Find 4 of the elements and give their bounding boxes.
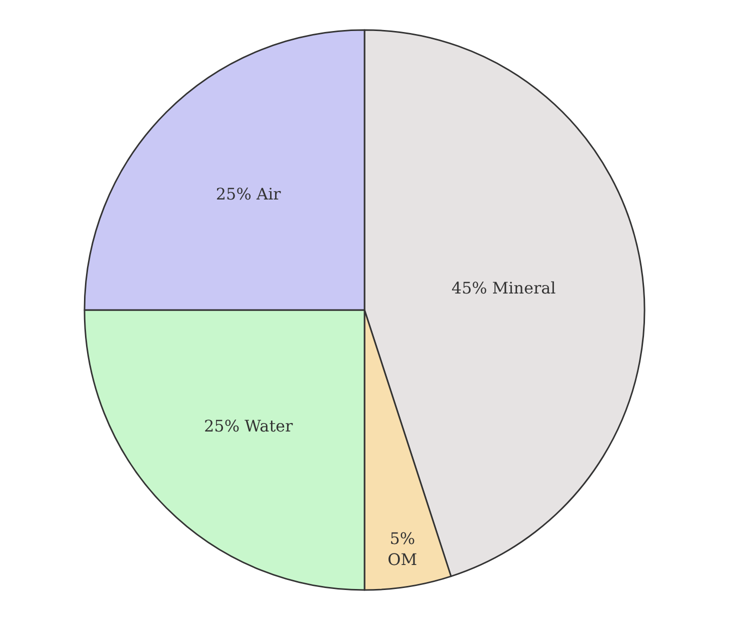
slice-label: 5% OM xyxy=(388,529,418,570)
slice-label: 45% Mineral xyxy=(452,278,556,298)
slice-label: 25% Air xyxy=(216,184,282,204)
slice-label: 25% Water xyxy=(204,416,294,436)
